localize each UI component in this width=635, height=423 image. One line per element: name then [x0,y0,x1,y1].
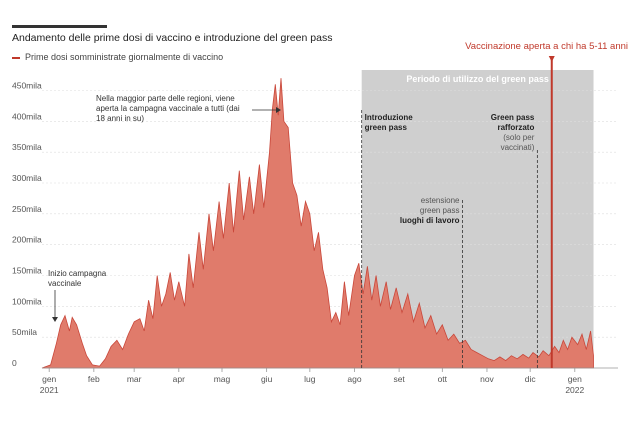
x-tick-label: gen [42,374,56,384]
event-label: (solo per [503,133,534,142]
annotation-text: 18 anni in su) [96,114,144,123]
y-tick-label: 450mila [12,81,42,91]
x-tick-label: ott [438,374,448,384]
x-tick-label: mar [127,374,142,384]
event-label: green pass [420,206,460,215]
y-tick-label: 300mila [12,173,42,183]
vaccination-label: Vaccinazione aperta a chi ha 5-11 anni [465,41,628,52]
y-tick-label: 100mila [12,296,42,306]
x-tick-label: feb [88,374,100,384]
x-tick-label: giu [261,374,273,384]
x-tick-label: mag [214,374,231,384]
event-label: vaccinati) [501,143,535,152]
annotation-arrowhead [52,317,58,322]
annotation-arrowhead [276,107,281,113]
event-label: green pass [365,123,408,132]
x-tick-label: set [393,374,405,384]
vaccination-marker [548,56,555,62]
x-tick-label: gen [568,374,582,384]
chart-title: Andamento delle prime dosi di vaccino e … [12,32,333,44]
annotation-text: vaccinale [48,279,82,288]
y-tick-label: 200mila [12,235,42,245]
event-label: Introduzione [365,113,414,122]
x-tick-label: apr [173,374,185,384]
y-tick-label: 150mila [12,266,42,276]
event-label: Green pass [491,113,535,122]
annotation-text: Inizio campagna [48,269,107,278]
y-tick-label: 50mila [12,327,37,337]
x-tick-label: lug [304,374,316,384]
legend: Prime dosi somministrate giornalmente di… [12,52,223,62]
title-rule [12,25,107,28]
x-tick-label: ago [347,374,361,384]
y-tick-label: 400mila [12,111,42,121]
y-tick-label: 250mila [12,204,42,214]
annotation-text: Nella maggior parte delle regioni, viene [96,94,235,103]
legend-label: Prime dosi somministrate giornalmente di… [25,52,224,62]
x-tick-sublabel: 2021 [40,385,59,395]
series-area [41,78,594,369]
event-label: luoghi di lavoro [400,216,460,225]
event-label: estensione [421,196,460,205]
legend-swatch [12,56,20,59]
y-tick-label: 350mila [12,142,42,152]
greenpass-band-label: Periodo di utilizzo del green pass [406,74,549,84]
y-tick-label: 0 [12,358,17,368]
event-label: rafforzato [497,123,534,132]
annotation-text: aperta la campagna vaccinale a tutti (da… [96,104,240,113]
x-tick-label: nov [480,374,494,384]
x-tick-label: dic [525,374,537,384]
x-tick-sublabel: 2022 [565,385,584,395]
